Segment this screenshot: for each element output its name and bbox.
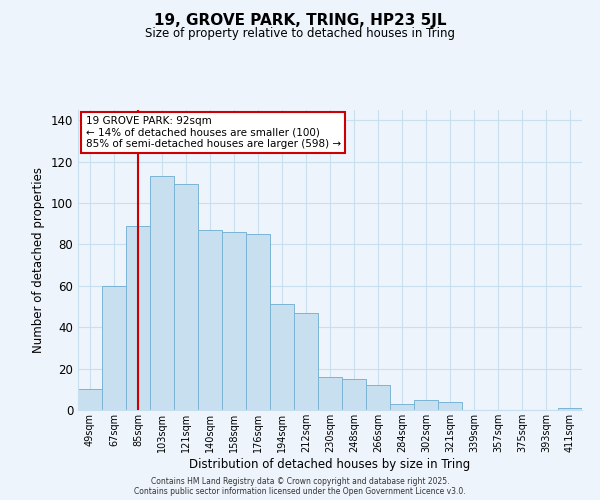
Text: 19 GROVE PARK: 92sqm
← 14% of detached houses are smaller (100)
85% of semi-deta: 19 GROVE PARK: 92sqm ← 14% of detached h… [86, 116, 341, 149]
Bar [174, 184, 198, 410]
Bar [126, 226, 150, 410]
Y-axis label: Number of detached properties: Number of detached properties [32, 167, 45, 353]
Bar [150, 176, 174, 410]
Text: Contains HM Land Registry data © Crown copyright and database right 2025.: Contains HM Land Registry data © Crown c… [151, 478, 449, 486]
Bar [102, 286, 126, 410]
Bar [558, 408, 582, 410]
Text: Contains public sector information licensed under the Open Government Licence v3: Contains public sector information licen… [134, 488, 466, 496]
Bar [198, 230, 222, 410]
X-axis label: Distribution of detached houses by size in Tring: Distribution of detached houses by size … [190, 458, 470, 470]
Bar [342, 379, 366, 410]
Text: 19, GROVE PARK, TRING, HP23 5JL: 19, GROVE PARK, TRING, HP23 5JL [154, 12, 446, 28]
Bar [414, 400, 438, 410]
Bar [318, 377, 342, 410]
Bar [390, 404, 414, 410]
Bar [294, 313, 318, 410]
Bar [246, 234, 270, 410]
Bar [222, 232, 246, 410]
Bar [366, 385, 390, 410]
Bar [438, 402, 462, 410]
Bar [270, 304, 294, 410]
Text: Size of property relative to detached houses in Tring: Size of property relative to detached ho… [145, 28, 455, 40]
Bar [78, 390, 102, 410]
